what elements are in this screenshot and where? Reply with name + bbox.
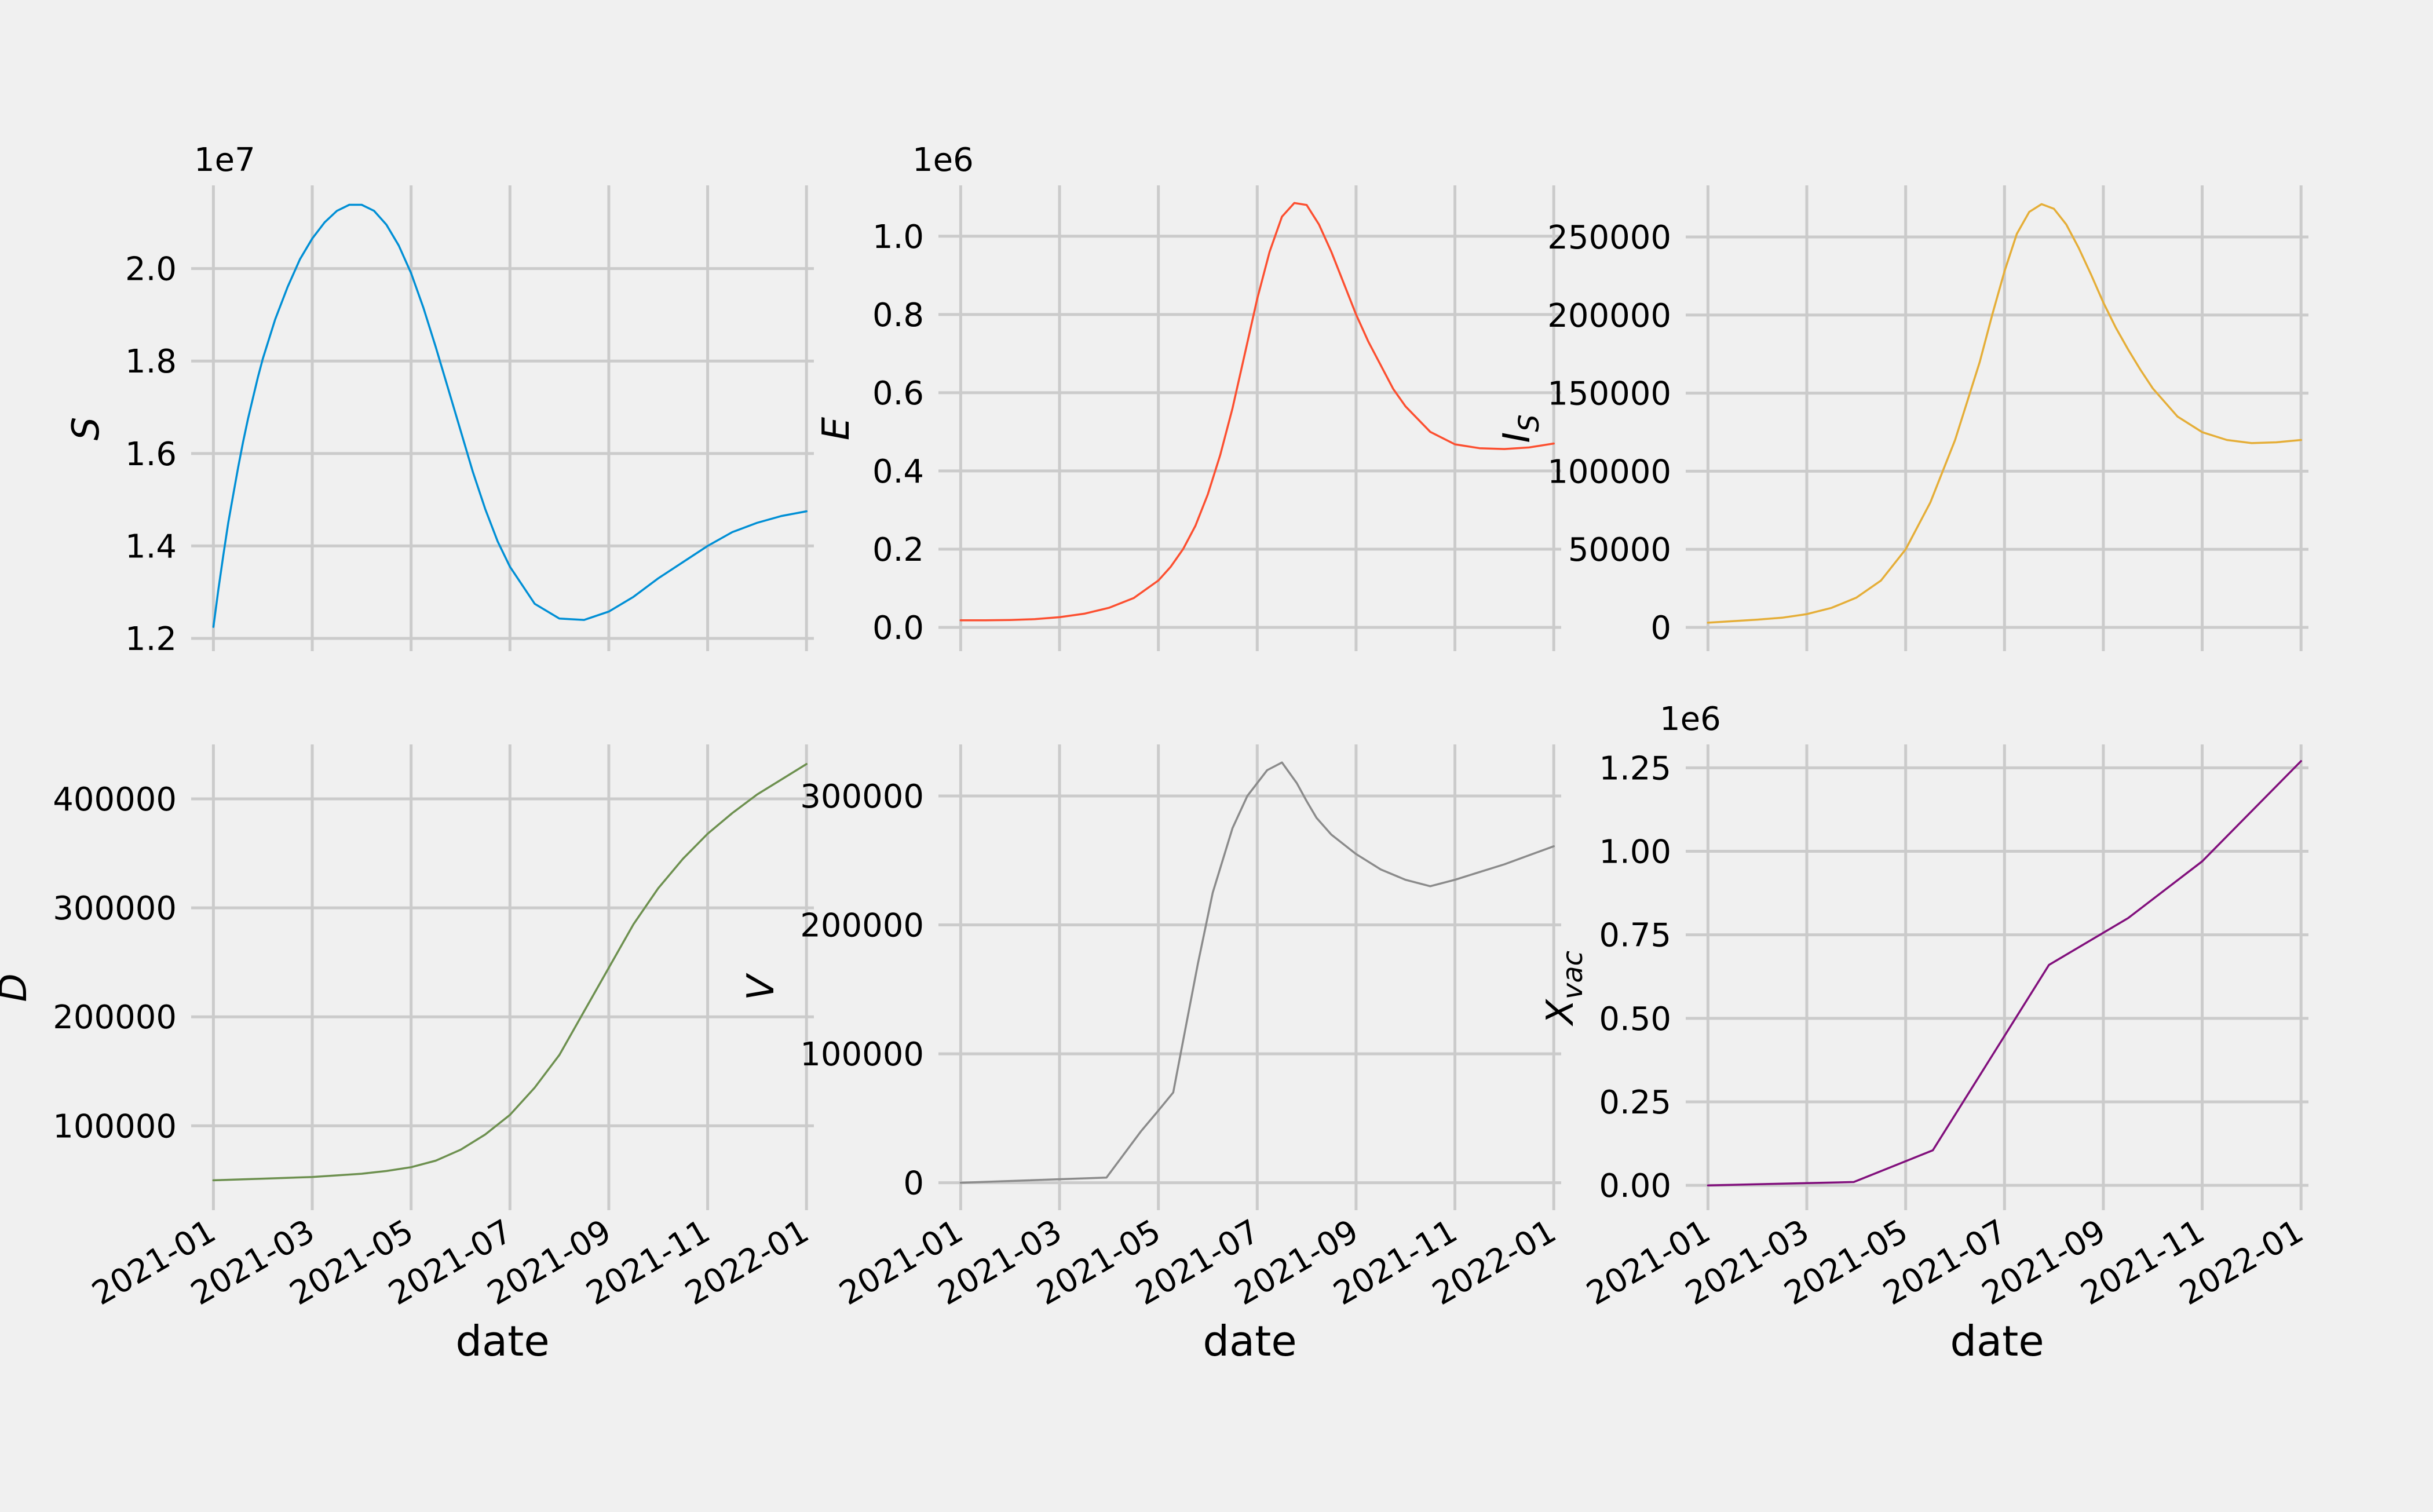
y-tick-label: 0.2 <box>872 531 924 569</box>
y-tick-label: 1.2 <box>125 620 177 658</box>
y-tick-label: 0.0 <box>872 609 924 647</box>
y-tick-label: 1.25 <box>1599 750 1671 787</box>
y-tick-label: 100000 <box>53 1108 177 1145</box>
y-tick-label: 50000 <box>1568 531 1671 569</box>
y-tick-label: 300000 <box>800 778 924 816</box>
y-tick-label: 300000 <box>53 890 177 927</box>
y-tick-label: 1.6 <box>125 436 177 473</box>
y-tick-label: 0.6 <box>872 375 924 412</box>
y-tick-label: 0.75 <box>1599 917 1671 955</box>
y-tick-label: 1.00 <box>1599 834 1671 871</box>
y-tick-label: 1.8 <box>125 343 177 381</box>
y-tick-label: 1.0 <box>872 218 924 256</box>
y-tick-label: 0.8 <box>872 297 924 334</box>
y-tick-label: 250000 <box>1547 219 1671 257</box>
y-tick-label: 200000 <box>1547 297 1671 335</box>
y-tick-label: 0.25 <box>1599 1084 1671 1122</box>
y-tick-label: 100000 <box>1547 453 1671 491</box>
axis-offset-label: 1e6 <box>1660 700 1721 738</box>
y-tick-label: 200000 <box>53 999 177 1036</box>
y-tick-label: 0.00 <box>1599 1167 1671 1205</box>
y-axis-label: D <box>0 973 35 1002</box>
y-tick-label: 1.4 <box>125 528 177 565</box>
y-tick-label: 400000 <box>53 781 177 819</box>
axis-offset-label: 1e6 <box>912 141 974 179</box>
x-axis-label: date <box>455 1317 549 1365</box>
y-tick-label: 200000 <box>800 907 924 945</box>
y-tick-label: 2.0 <box>125 251 177 288</box>
axis-offset-label: 1e7 <box>194 141 255 179</box>
y-axis-label: E <box>815 417 858 440</box>
y-axis-label: V <box>740 973 783 1000</box>
x-axis-label: date <box>1203 1317 1296 1365</box>
y-tick-label: 100000 <box>800 1036 924 1073</box>
y-tick-label: 0.50 <box>1599 1000 1671 1038</box>
y-tick-label: 150000 <box>1547 375 1671 413</box>
y-tick-label: 0 <box>903 1165 924 1203</box>
y-axis-label: S <box>65 417 108 441</box>
y-tick-label: 0 <box>1650 609 1671 647</box>
x-axis-label: date <box>1950 1317 2044 1365</box>
y-tick-label: 0.4 <box>872 453 924 491</box>
